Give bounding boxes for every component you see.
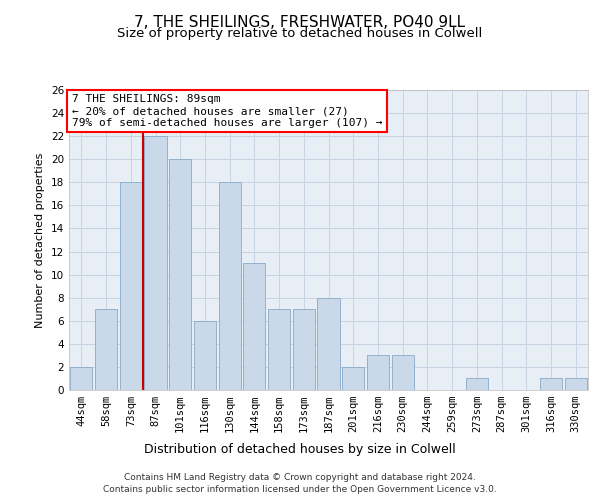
Bar [95, 309, 117, 390]
Bar [392, 356, 414, 390]
Bar [218, 182, 241, 390]
Bar [119, 182, 142, 390]
Bar [317, 298, 340, 390]
Bar [268, 309, 290, 390]
Text: Size of property relative to detached houses in Colwell: Size of property relative to detached ho… [118, 28, 482, 40]
Bar [145, 136, 167, 390]
Bar [169, 159, 191, 390]
Bar [243, 263, 265, 390]
Bar [565, 378, 587, 390]
Bar [342, 367, 364, 390]
Bar [367, 356, 389, 390]
Bar [70, 367, 92, 390]
Text: 7 THE SHEILINGS: 89sqm
← 20% of detached houses are smaller (27)
79% of semi-det: 7 THE SHEILINGS: 89sqm ← 20% of detached… [71, 94, 382, 128]
Bar [194, 321, 216, 390]
Text: 7, THE SHEILINGS, FRESHWATER, PO40 9LL: 7, THE SHEILINGS, FRESHWATER, PO40 9LL [134, 15, 466, 30]
Text: Distribution of detached houses by size in Colwell: Distribution of detached houses by size … [144, 442, 456, 456]
Text: Contains public sector information licensed under the Open Government Licence v3: Contains public sector information licen… [103, 485, 497, 494]
Y-axis label: Number of detached properties: Number of detached properties [35, 152, 46, 328]
Bar [466, 378, 488, 390]
Text: Contains HM Land Registry data © Crown copyright and database right 2024.: Contains HM Land Registry data © Crown c… [124, 472, 476, 482]
Bar [540, 378, 562, 390]
Bar [293, 309, 315, 390]
